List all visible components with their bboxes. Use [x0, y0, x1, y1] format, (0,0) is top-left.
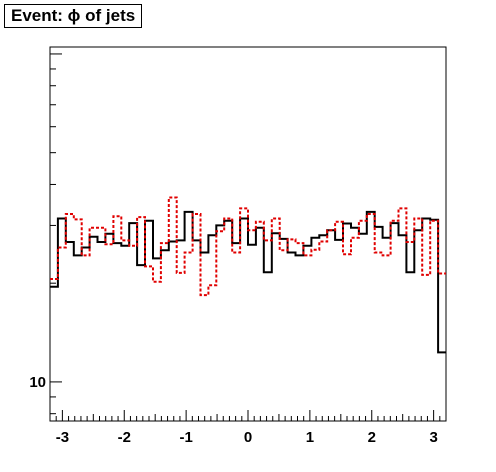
- x-tick-label: 0: [244, 429, 252, 446]
- x-tick-label: 1: [306, 429, 314, 446]
- histogram-series-1: [50, 210, 446, 354]
- x-tick-label: -1: [179, 429, 192, 446]
- x-tick-label: -2: [118, 429, 131, 446]
- x-axis: -3 -2 -1 0 1 2 3: [49, 410, 447, 446]
- x-tick-label: 2: [368, 429, 376, 446]
- y-tick-label: 10: [29, 374, 46, 391]
- histogram-series-2: [50, 196, 446, 297]
- chart-title: Event: ϕ of jets: [11, 6, 136, 25]
- x-tick-label: 3: [429, 429, 437, 446]
- x-tick-label: -3: [56, 429, 69, 446]
- y-axis: 10: [29, 53, 62, 415]
- chart-title-box: Event: ϕ of jets: [4, 4, 143, 28]
- series-layer: [50, 196, 446, 354]
